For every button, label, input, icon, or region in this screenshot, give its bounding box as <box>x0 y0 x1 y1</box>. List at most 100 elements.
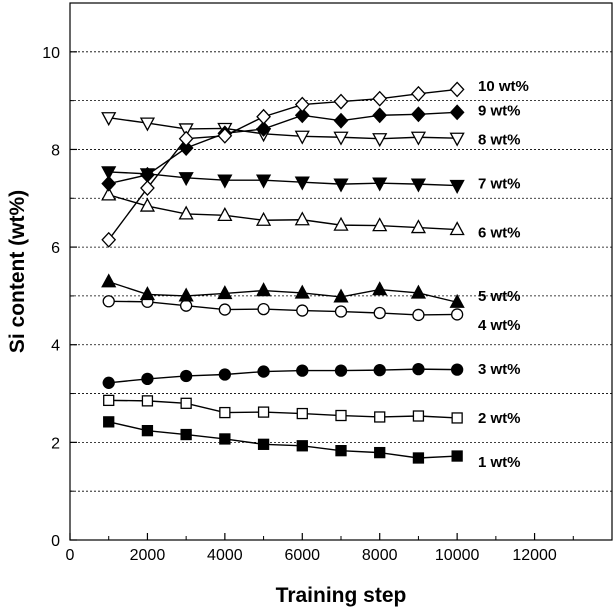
data-point <box>333 178 349 193</box>
y-tick-label: 0 <box>51 533 60 550</box>
data-point <box>294 211 310 226</box>
data-point <box>412 452 425 464</box>
data-point <box>102 376 115 389</box>
x-tick-label: 2000 <box>130 547 166 564</box>
data-point <box>294 107 310 124</box>
series-labels: 1 wt% 2 wt% 3 wt% 4 wt% 5 wt% 6 wt% 7 wt% 8 wt%… <box>478 78 529 471</box>
data-point <box>101 273 117 288</box>
y-tick-label: 8 <box>51 142 60 159</box>
data-point <box>449 221 465 236</box>
data-point <box>255 211 272 226</box>
data-point <box>294 96 310 113</box>
data-point <box>296 304 309 317</box>
series-line <box>108 368 458 384</box>
series-layer <box>101 81 465 464</box>
data-point <box>449 132 465 147</box>
series-label: 8 wt% <box>478 132 521 149</box>
data-point <box>139 117 156 132</box>
data-point <box>219 433 231 445</box>
series-5 <box>101 273 465 308</box>
series-1 <box>103 416 463 464</box>
x-tick-label: 12000 <box>512 547 557 564</box>
data-point <box>178 123 194 138</box>
data-point <box>333 288 349 303</box>
data-point <box>335 445 347 457</box>
data-point <box>410 219 427 234</box>
data-point <box>294 130 310 145</box>
data-point <box>141 372 154 386</box>
data-point <box>178 130 194 147</box>
series-line <box>108 88 458 241</box>
data-point <box>101 166 117 181</box>
series-line <box>108 171 458 187</box>
data-point <box>178 287 194 302</box>
data-point <box>101 175 117 192</box>
data-point <box>374 411 386 423</box>
data-point <box>372 177 388 192</box>
data-point <box>217 127 233 144</box>
series-line <box>108 194 458 231</box>
data-point <box>178 205 194 220</box>
series-8 <box>101 112 465 148</box>
data-point <box>412 410 425 422</box>
data-point <box>256 120 271 137</box>
series-label: 6 wt% <box>478 224 521 241</box>
series-label: 4 wt% <box>478 317 521 334</box>
data-point <box>449 104 465 121</box>
data-point <box>217 206 233 222</box>
series-3 <box>102 362 464 389</box>
series-10 <box>101 81 465 248</box>
data-point <box>372 217 388 232</box>
data-point <box>296 440 308 452</box>
series-label: 10 wt% <box>478 78 529 95</box>
y-tick-label: 4 <box>51 338 60 355</box>
y-axis-title: Si content (wt%) <box>6 190 29 353</box>
data-point <box>257 365 270 378</box>
data-point <box>373 363 386 377</box>
data-point <box>257 406 270 418</box>
series-label: 9 wt% <box>478 102 521 119</box>
data-point <box>178 172 194 187</box>
data-point <box>449 81 465 98</box>
data-point <box>372 281 388 296</box>
data-point <box>412 362 425 376</box>
data-point <box>103 394 115 407</box>
data-point <box>411 85 426 102</box>
data-point <box>103 416 115 428</box>
data-point <box>411 106 426 123</box>
data-point <box>141 424 154 437</box>
data-point <box>373 306 386 320</box>
data-point <box>410 178 427 193</box>
x-tick-label: 8000 <box>362 547 398 564</box>
data-point <box>101 231 117 248</box>
series-line <box>108 111 458 185</box>
series-label: 1 wt% <box>478 454 521 471</box>
y-tick-label: 2 <box>51 435 60 452</box>
data-point <box>101 186 117 201</box>
series-line <box>108 281 458 303</box>
x-tick-label: 4000 <box>207 547 243 564</box>
data-point <box>412 308 425 322</box>
series-line <box>108 300 458 316</box>
x-tick-label: 10000 <box>435 547 480 564</box>
data-point <box>333 216 349 231</box>
data-point <box>410 284 427 299</box>
data-point <box>334 364 348 377</box>
data-point <box>217 285 233 300</box>
data-point <box>294 176 310 191</box>
data-point <box>335 409 347 422</box>
data-point <box>179 299 193 312</box>
data-point <box>139 197 156 212</box>
series-line <box>108 399 458 419</box>
data-point <box>451 412 463 424</box>
data-point <box>139 286 156 301</box>
data-point <box>101 112 117 127</box>
data-point <box>180 428 192 441</box>
data-point <box>372 90 388 107</box>
series-4 <box>102 295 464 322</box>
data-point <box>449 179 465 194</box>
data-point <box>140 180 155 196</box>
data-point <box>294 284 310 299</box>
data-point <box>217 174 233 189</box>
data-point <box>296 407 308 420</box>
